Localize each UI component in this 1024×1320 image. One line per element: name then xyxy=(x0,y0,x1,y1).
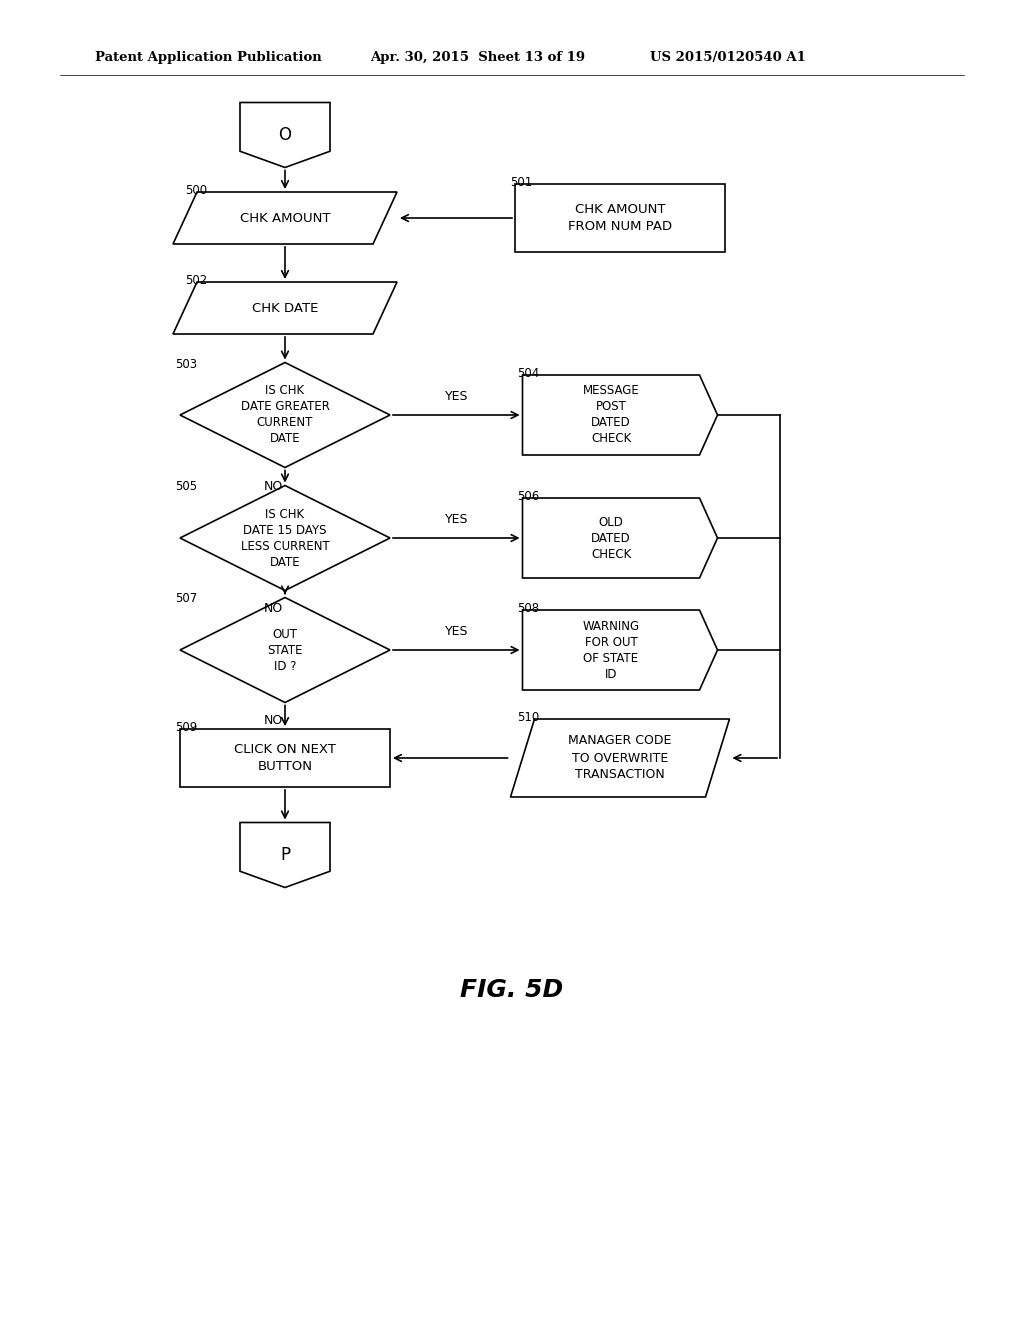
Text: YES: YES xyxy=(444,624,468,638)
Text: Apr. 30, 2015  Sheet 13 of 19: Apr. 30, 2015 Sheet 13 of 19 xyxy=(370,51,585,65)
Text: OLD
DATED
CHECK: OLD DATED CHECK xyxy=(591,516,631,561)
Text: 507: 507 xyxy=(175,593,198,606)
Text: MANAGER CODE
TO OVERWRITE
TRANSACTION: MANAGER CODE TO OVERWRITE TRANSACTION xyxy=(568,734,672,781)
Bar xyxy=(180,729,390,787)
Text: 509: 509 xyxy=(175,721,198,734)
Text: WARNING
FOR OUT
OF STATE
ID: WARNING FOR OUT OF STATE ID xyxy=(583,619,640,681)
Text: 503: 503 xyxy=(175,358,198,371)
Text: NO: NO xyxy=(263,479,283,492)
Text: 502: 502 xyxy=(185,275,207,286)
Text: CLICK ON NEXT
BUTTON: CLICK ON NEXT BUTTON xyxy=(234,743,336,774)
Text: 501: 501 xyxy=(510,176,532,189)
Text: CHK AMOUNT
FROM NUM PAD: CHK AMOUNT FROM NUM PAD xyxy=(568,203,672,234)
Text: 510: 510 xyxy=(517,711,540,723)
Text: US 2015/0120540 A1: US 2015/0120540 A1 xyxy=(650,51,806,65)
Text: CHK AMOUNT: CHK AMOUNT xyxy=(240,211,331,224)
Text: 508: 508 xyxy=(517,602,540,615)
Text: YES: YES xyxy=(444,513,468,525)
Text: FIG. 5D: FIG. 5D xyxy=(461,978,563,1002)
Text: Patent Application Publication: Patent Application Publication xyxy=(95,51,322,65)
Text: 500: 500 xyxy=(185,183,207,197)
Text: NO: NO xyxy=(263,714,283,727)
Text: CHK DATE: CHK DATE xyxy=(252,301,318,314)
Text: NO: NO xyxy=(263,602,283,615)
Text: OUT
STATE
ID ?: OUT STATE ID ? xyxy=(267,627,303,672)
Text: IS CHK
DATE GREATER
CURRENT
DATE: IS CHK DATE GREATER CURRENT DATE xyxy=(241,384,330,446)
Text: IS CHK
DATE 15 DAYS
LESS CURRENT
DATE: IS CHK DATE 15 DAYS LESS CURRENT DATE xyxy=(241,507,330,569)
Text: YES: YES xyxy=(444,389,468,403)
Bar xyxy=(515,183,725,252)
Text: 505: 505 xyxy=(175,480,198,494)
Text: 504: 504 xyxy=(517,367,540,380)
Text: 506: 506 xyxy=(517,490,540,503)
Text: P: P xyxy=(280,846,290,865)
Text: O: O xyxy=(279,125,292,144)
Text: MESSAGE
POST
DATED
CHECK: MESSAGE POST DATED CHECK xyxy=(583,384,639,446)
